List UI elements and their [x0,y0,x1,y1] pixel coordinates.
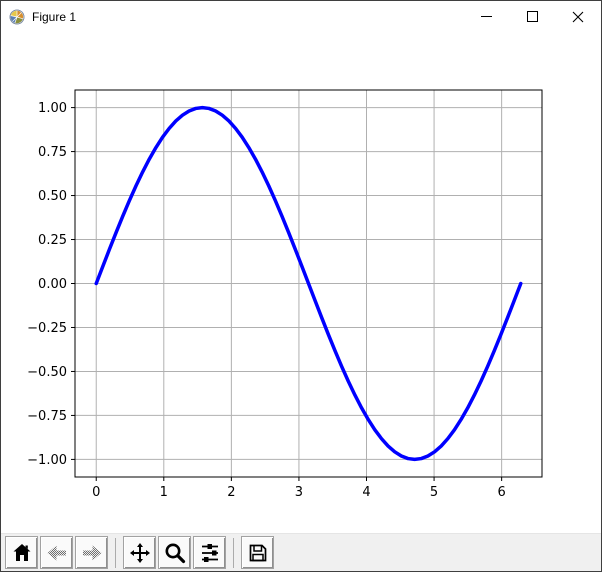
close-icon [572,11,584,22]
zoom-button[interactable] [158,536,191,569]
configure-subplots-button[interactable] [193,536,226,569]
y-tick-label: −0.50 [27,365,67,380]
zoom-magnifier-icon [165,543,185,563]
close-button[interactable] [555,1,601,32]
y-tick-label: 0.75 [38,145,67,160]
y-tick-label: −0.25 [27,321,67,336]
figure-canvas[interactable]: 0 1 2 3 4 5 6 1.00 0.75 0.50 0.25 0.00 −0.25 −0.50 −0.… [1,32,601,533]
home-button[interactable] [5,536,38,569]
toolbar-separator [233,537,234,568]
back-button[interactable] [40,536,73,569]
y-tick-label: 1.00 [38,101,67,116]
window-title: Figure 1 [32,9,77,24]
window-controls [463,1,601,32]
forward-button[interactable] [75,536,108,569]
save-floppy-icon [249,544,266,561]
maximize-button[interactable] [509,1,555,32]
y-tick-label: 0.25 [38,233,67,248]
y-tick-label: −1.00 [27,453,67,468]
minimize-button[interactable] [463,1,509,32]
navigation-toolbar [1,533,601,571]
home-icon [13,543,30,561]
y-tick-label: −0.75 [27,409,67,424]
pan-arrows-icon [129,542,150,563]
x-tick-label: 0 [92,485,100,500]
sine-curve [94,105,523,462]
x-tick-label: 2 [227,485,235,500]
forward-arrow-icon [82,545,101,560]
plot-area[interactable]: 0 1 2 3 4 5 6 1.00 0.75 0.50 0.25 0.00 −0.25 −0.50 −0.… [1,32,601,533]
y-tick-label: 0.50 [38,189,67,204]
save-button[interactable] [241,536,274,569]
x-tick-label: 3 [295,485,303,500]
x-tick-label: 5 [430,485,438,500]
x-tick-label: 6 [498,485,506,500]
toolbar-separator [115,537,116,568]
pan-button[interactable] [123,536,156,569]
sliders-icon [201,543,218,562]
titlebar: Figure 1 [1,1,601,32]
maximize-icon [526,11,538,22]
matplotlib-logo-icon [9,9,25,25]
y-tick-label: 0.00 [38,277,67,292]
x-tick-label: 4 [362,485,370,500]
axes-frame [74,89,543,478]
back-arrow-icon [47,545,66,560]
minimize-icon [480,16,492,17]
x-tick-label: 1 [160,485,168,500]
